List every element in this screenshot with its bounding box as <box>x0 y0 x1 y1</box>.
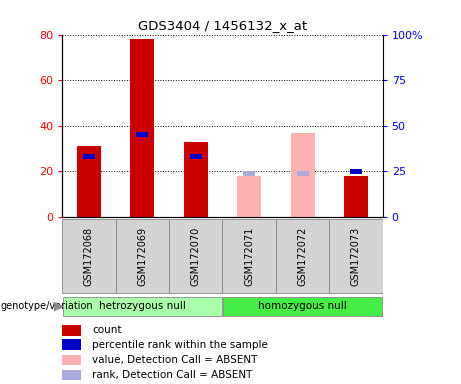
Bar <box>190 154 202 159</box>
Text: ▶: ▶ <box>54 300 64 313</box>
FancyBboxPatch shape <box>62 369 81 380</box>
Text: GSM172069: GSM172069 <box>137 227 148 286</box>
FancyBboxPatch shape <box>62 339 81 350</box>
Bar <box>130 39 154 217</box>
Bar <box>136 132 148 137</box>
Bar <box>350 169 362 174</box>
Text: rank, Detection Call = ABSENT: rank, Detection Call = ABSENT <box>93 370 253 380</box>
Title: GDS3404 / 1456132_x_at: GDS3404 / 1456132_x_at <box>138 19 307 32</box>
FancyBboxPatch shape <box>223 297 382 316</box>
Bar <box>237 176 261 217</box>
FancyBboxPatch shape <box>276 219 329 293</box>
Text: hetrozygous null: hetrozygous null <box>99 301 186 311</box>
Bar <box>290 132 314 217</box>
FancyBboxPatch shape <box>329 219 383 293</box>
Text: GSM172070: GSM172070 <box>191 227 201 286</box>
Text: genotype/variation: genotype/variation <box>1 301 94 311</box>
Text: GSM172068: GSM172068 <box>84 227 94 286</box>
Bar <box>296 170 308 176</box>
Text: GSM172071: GSM172071 <box>244 227 254 286</box>
Bar <box>184 142 208 217</box>
FancyBboxPatch shape <box>116 219 169 293</box>
Text: percentile rank within the sample: percentile rank within the sample <box>93 339 268 349</box>
Bar <box>83 154 95 159</box>
Bar <box>77 146 101 217</box>
Text: count: count <box>93 325 122 335</box>
Text: value, Detection Call = ABSENT: value, Detection Call = ABSENT <box>93 355 258 365</box>
Text: homozygous null: homozygous null <box>258 301 347 311</box>
Bar <box>344 176 368 217</box>
FancyBboxPatch shape <box>223 219 276 293</box>
FancyBboxPatch shape <box>62 355 81 366</box>
FancyBboxPatch shape <box>169 219 222 293</box>
Bar <box>243 170 255 176</box>
Text: GSM172072: GSM172072 <box>297 227 307 286</box>
Text: GSM172073: GSM172073 <box>351 227 361 286</box>
FancyBboxPatch shape <box>62 325 81 336</box>
FancyBboxPatch shape <box>62 219 116 293</box>
FancyBboxPatch shape <box>63 297 222 316</box>
